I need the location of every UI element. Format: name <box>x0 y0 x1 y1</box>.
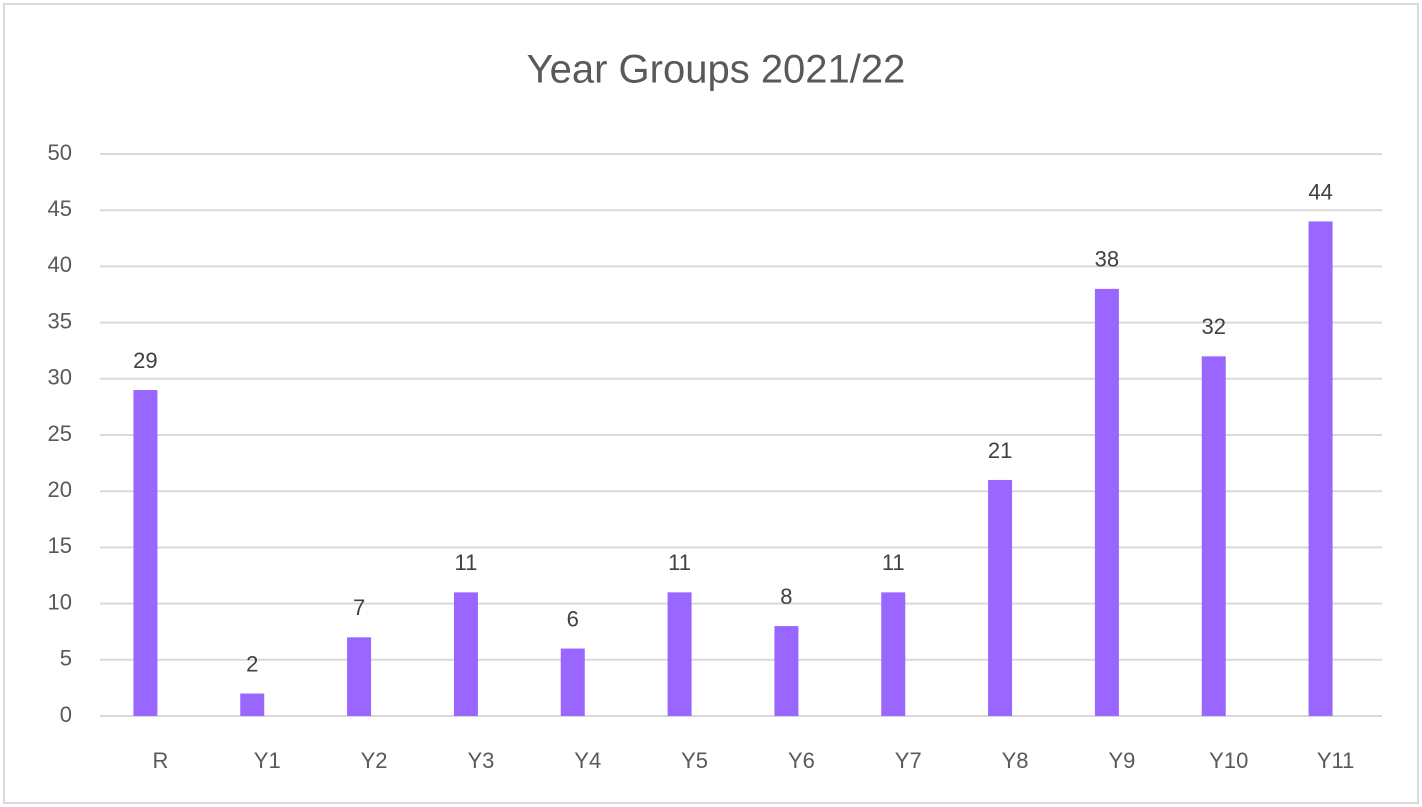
x-tick-label: Y3 <box>467 748 494 773</box>
bar <box>133 390 158 716</box>
x-tick-label: Y4 <box>574 748 601 773</box>
y-tick-label: 20 <box>48 477 72 502</box>
data-label: 6 <box>567 606 579 631</box>
y-tick-label: 25 <box>48 421 72 446</box>
data-label: 7 <box>353 595 365 620</box>
data-label: 11 <box>454 550 477 575</box>
x-tick-label: Y1 <box>254 748 281 773</box>
data-label: 38 <box>1095 247 1119 272</box>
data-label: 8 <box>780 584 792 609</box>
y-tick-label: 40 <box>48 252 72 277</box>
y-tick-label: 45 <box>48 196 72 221</box>
data-label: 11 <box>882 550 905 575</box>
y-tick-label: 10 <box>48 589 72 614</box>
y-tick-label: 35 <box>48 308 72 333</box>
data-label: 2 <box>246 651 258 676</box>
bar <box>667 592 692 716</box>
bar <box>774 626 799 716</box>
x-tick-label: Y8 <box>1002 748 1029 773</box>
chart-border <box>3 3 1419 804</box>
y-tick-label: 30 <box>48 365 72 390</box>
x-tick-label: Y5 <box>681 748 708 773</box>
bar <box>453 592 478 716</box>
x-tick-label: Y2 <box>361 748 388 773</box>
bar <box>1094 288 1119 716</box>
x-tick-label: Y11 <box>1317 748 1355 773</box>
bar <box>560 648 585 716</box>
bar <box>988 479 1013 716</box>
data-label: 21 <box>988 438 1012 463</box>
y-tick-label: 15 <box>48 533 72 558</box>
x-tick-label: Y9 <box>1108 748 1135 773</box>
x-tick-label: Y7 <box>895 748 922 773</box>
chart-title: Year Groups 2021/22 <box>527 48 906 92</box>
y-tick-label: 50 <box>48 140 72 165</box>
y-tick-label: 0 <box>60 702 72 727</box>
bar <box>1201 356 1226 716</box>
y-tick-label: 5 <box>60 646 72 671</box>
x-tick-label: Y10 <box>1209 748 1248 773</box>
x-tick-label: R <box>152 748 168 773</box>
bar <box>347 637 372 716</box>
data-label: 32 <box>1202 314 1226 339</box>
data-label: 11 <box>668 550 691 575</box>
data-label: 44 <box>1308 179 1332 204</box>
x-tick-label: Y6 <box>788 748 815 773</box>
data-label: 29 <box>133 348 157 373</box>
bar <box>240 693 265 716</box>
bar <box>1308 221 1333 716</box>
bar <box>881 592 906 716</box>
